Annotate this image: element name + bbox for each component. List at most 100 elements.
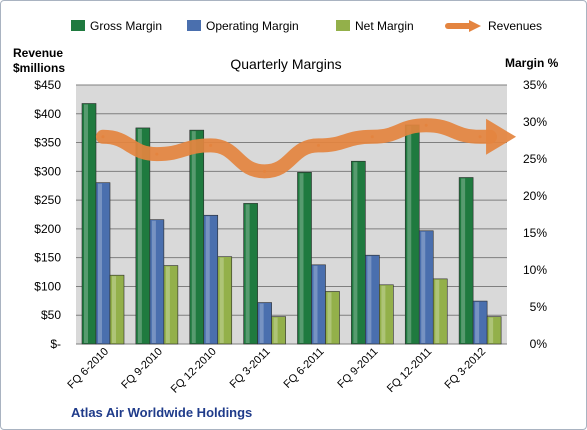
right-tick-label: 20% — [523, 189, 547, 203]
x-tick-label: FQ 12-2010 — [169, 346, 219, 396]
x-tick-label: FQ 12-2011 — [385, 346, 434, 395]
net-margin-bar-highlight — [273, 317, 278, 343]
revenues-arrowhead — [486, 118, 517, 155]
operating-margin-bar-highlight — [421, 231, 426, 343]
x-tick-label: FQ 3-2011 — [228, 346, 273, 391]
net-margin-bar — [217, 256, 233, 345]
gross-margin-bar-body — [243, 203, 258, 345]
right-axis-ticks: 0% 5% 10% 15% 20% 25% 30% 35% — [523, 78, 547, 351]
operating-margin-bar — [311, 264, 326, 345]
x-tick-label: FQ 9-2010 — [119, 346, 165, 392]
right-tick-label: 0% — [530, 337, 548, 351]
operating-margin-bar — [365, 254, 380, 345]
revenues-point — [316, 143, 320, 147]
left-axis-title-line1: Revenue — [13, 46, 63, 60]
legend-swatch-revenues-arrowhead — [469, 20, 481, 32]
left-tick-label: $400 — [34, 107, 61, 121]
revenues-point — [155, 152, 159, 156]
operating-margin-bar-highlight — [367, 256, 372, 343]
operating-margin-bar-highlight — [151, 220, 156, 343]
gross-margin-bar — [297, 172, 312, 345]
revenues-series — [95, 118, 517, 179]
net-margin-bar-highlight — [219, 257, 224, 343]
gross-margin-bar-body — [297, 172, 312, 345]
gross-margin-bar-highlight — [407, 125, 412, 344]
gross-margin-bar — [351, 160, 366, 345]
right-tick-label: 15% — [523, 226, 547, 240]
left-axis-title-line2: $millions — [13, 61, 65, 75]
legend-label-net-margin: Net Margin — [355, 19, 414, 33]
net-margin-bar-highlight — [489, 317, 494, 343]
left-tick-label: $50 — [41, 308, 61, 322]
x-tick-label: FQ 9-2011 — [335, 346, 380, 391]
operating-margin-bar — [149, 219, 165, 345]
legend-label-gross-margin: Gross Margin — [90, 19, 162, 33]
operating-margin-bar-highlight — [313, 265, 318, 343]
chart-title: Quarterly Margins — [230, 56, 341, 72]
revenues-point — [209, 143, 213, 147]
gross-margin-bar-highlight — [137, 128, 142, 343]
gross-margin-bar — [458, 177, 474, 345]
gross-margin-bar — [243, 203, 258, 345]
gross-margin-bar-highlight — [299, 173, 304, 343]
net-margin-bar-highlight — [112, 276, 116, 343]
source-label: Atlas Air Worldwide Holdings — [71, 405, 252, 420]
legend-label-revenues: Revenues — [488, 19, 542, 33]
right-tick-label: 10% — [523, 263, 547, 277]
legend-swatch-net-margin — [336, 20, 350, 31]
left-tick-label: $300 — [34, 164, 61, 178]
left-tick-label: $100 — [34, 279, 61, 293]
operating-margin-bar — [95, 182, 111, 345]
revenues-point — [424, 123, 428, 127]
gross-margin-bar-highlight — [353, 162, 358, 343]
net-margin-bar — [325, 291, 340, 345]
net-margin-bar-body — [109, 274, 125, 345]
left-tick-label: $150 — [34, 251, 61, 265]
revenues-point — [370, 135, 374, 139]
operating-margin-bar — [472, 300, 488, 345]
gross-margin-bar-highlight — [191, 131, 196, 343]
right-tick-label: 35% — [523, 78, 547, 92]
bar-series — [81, 103, 502, 345]
revenues-point — [263, 169, 267, 173]
revenues-point — [101, 135, 105, 139]
net-margin-bar-body — [325, 291, 340, 345]
gross-margin-bar-highlight — [461, 178, 466, 343]
x-tick-label: FQ 3-2012 — [443, 346, 489, 392]
gross-margin-bar-highlight — [245, 204, 250, 343]
net-margin-bar-body — [379, 284, 394, 345]
gross-margin-bar-highlight — [84, 104, 88, 343]
net-margin-bar — [379, 284, 394, 345]
net-margin-bar-highlight — [381, 285, 386, 343]
x-tick-label: FQ 6-2010 — [65, 346, 111, 392]
net-margin-bar-body — [163, 265, 179, 345]
x-tick-label: FQ 6-2011 — [281, 346, 326, 391]
revenues-point — [478, 135, 482, 139]
operating-margin-bar-highlight — [205, 216, 210, 343]
legend-swatch-gross-margin — [71, 20, 85, 31]
operating-margin-bar-body — [95, 182, 111, 345]
net-margin-bar-body — [217, 256, 233, 345]
legend-swatch-operating-margin — [187, 20, 201, 31]
net-margin-bar-highlight — [327, 292, 332, 343]
right-tick-label: 30% — [523, 115, 547, 129]
net-margin-bar-body — [486, 316, 502, 345]
left-tick-label: $250 — [34, 193, 61, 207]
gross-margin-bar-body — [458, 177, 474, 345]
net-margin-bar-body — [271, 316, 286, 345]
gross-margin-bar-body — [351, 160, 366, 345]
operating-margin-bar — [257, 302, 272, 345]
operating-margin-bar-highlight — [98, 183, 102, 343]
gross-margin-bar — [404, 124, 420, 345]
operating-margin-bar — [418, 230, 434, 345]
operating-margin-bar — [203, 214, 219, 345]
gross-margin-bar — [189, 129, 205, 345]
net-margin-bar — [271, 316, 286, 345]
net-margin-bar — [486, 316, 502, 345]
right-axis-title: Margin % — [505, 56, 559, 70]
left-tick-label: $200 — [34, 222, 61, 236]
net-margin-bar — [109, 274, 125, 345]
net-margin-bar-highlight — [165, 266, 170, 343]
